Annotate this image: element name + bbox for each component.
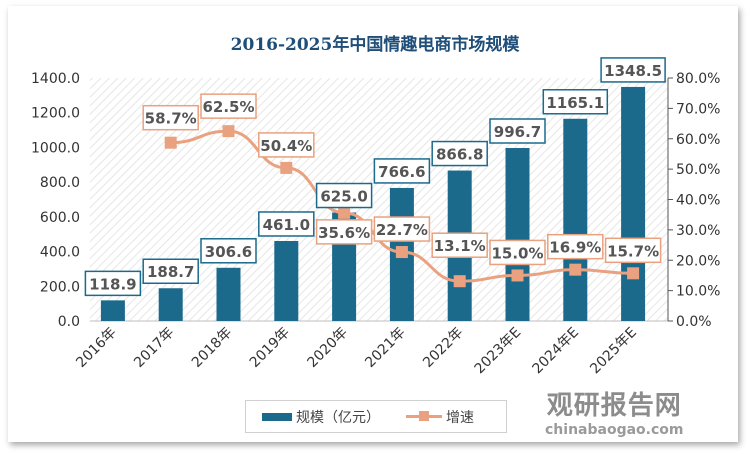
bar-value-label-box (600, 57, 666, 83)
growth-value-label-box (142, 104, 199, 131)
growth-marker (280, 161, 293, 174)
growth-value-label: 15.0% (491, 244, 543, 262)
right-axis-tick-label: 80.0% (676, 71, 720, 87)
legend-line-swatch (406, 411, 442, 421)
legend: 规模（亿元） 增速 (245, 400, 507, 433)
bar-value-label: 625.0 (320, 188, 367, 206)
bar-value-label-box (431, 140, 488, 167)
right-axis-tick-label: 40.0% (676, 193, 720, 209)
growth-marker (395, 246, 408, 259)
x-axis-tick-label: 2018年 (189, 325, 235, 371)
legend-line-label: 增速 (446, 409, 474, 426)
growth-value-label: 62.5% (202, 98, 254, 116)
growth-marker (569, 263, 582, 276)
bar-value-label: 306.6 (205, 243, 252, 261)
bar-value-label: 118.9 (89, 275, 136, 293)
legend-bar-label: 规模（亿元） (296, 409, 380, 426)
right-axis-tick-label: 60.0% (676, 132, 720, 148)
growth-marker (511, 269, 524, 282)
bar (621, 86, 646, 321)
bar (563, 118, 588, 321)
x-axis-tick-label: 2025年E (587, 325, 640, 378)
bar (274, 240, 299, 321)
growth-value-label: 50.4% (260, 137, 312, 155)
x-axis-tick-label: 2017年 (131, 325, 177, 371)
right-axis-tick-label: 50.0% (676, 162, 720, 178)
bar-value-label-box (84, 270, 142, 297)
right-axis-tick-label: 70.0% (676, 101, 720, 117)
bar-value-label: 1165.1 (546, 94, 604, 112)
legend-bar-swatch (262, 412, 292, 421)
right-axis-tick-label: 0.0% (676, 314, 712, 330)
right-axis-tick-label: 30.0% (676, 223, 720, 239)
bar-value-label-box (315, 182, 373, 209)
growth-value-label-box (489, 239, 546, 266)
growth-value-label-box (373, 216, 431, 242)
bar (216, 267, 241, 321)
bar (158, 288, 183, 321)
growth-value-label-box (315, 219, 373, 245)
growth-value-label-box (431, 232, 488, 258)
bar-value-label: 188.7 (147, 263, 194, 281)
growth-line (170, 129, 634, 283)
left-axis-tick-label: 600.0 (40, 210, 80, 226)
left-axis-tick-label: 200.0 (40, 279, 80, 295)
chart-title: 2016-2025年中国情趣电商市场规模 (230, 35, 520, 55)
x-axis-tick-label: 2022年 (420, 325, 466, 371)
bar-value-label-box (200, 238, 257, 264)
growth-value-label: 22.7% (376, 221, 428, 239)
growth-marker (222, 125, 235, 138)
growth-value-label-box (258, 132, 315, 158)
bar-value-label: 1348.5 (604, 62, 662, 80)
bar-value-label-box (489, 118, 546, 144)
x-axis-tick-label: 2020年 (305, 325, 351, 371)
left-axis-tick-label: 800.0 (40, 175, 80, 191)
bar-value-label: 461.0 (263, 216, 310, 234)
bar-value-label: 766.6 (378, 163, 425, 181)
bar-value-label-box (258, 211, 315, 237)
growth-marker (453, 275, 466, 288)
growth-marker (338, 206, 351, 219)
growth-value-label: 13.1% (434, 237, 486, 255)
watermark: 观研报告网 chinabaogao.com (545, 385, 683, 438)
bar-value-label-box (542, 89, 609, 115)
x-axis-tick-label: 2021年 (362, 325, 408, 371)
right-axis-tick-label: 10.0% (676, 284, 720, 300)
growth-marker (164, 136, 177, 149)
bar (505, 148, 530, 321)
x-axis-tick-label: 2024年E (529, 325, 582, 378)
growth-value-label-box (604, 237, 662, 264)
growth-value-label: 35.6% (318, 224, 370, 242)
left-axis-tick-label: 0.0 (58, 314, 80, 330)
growth-value-label-box (547, 233, 604, 260)
left-axis-tick-label: 400.0 (40, 245, 80, 261)
x-axis-tick-label: 2016年 (73, 325, 119, 371)
left-axis-tick-label: 1200.0 (31, 106, 80, 122)
bar-value-label-box (142, 258, 199, 284)
bar-value-label: 996.7 (494, 123, 541, 141)
left-axis-tick-label: 1400.0 (31, 71, 80, 87)
growth-marker (627, 267, 640, 280)
watermark-en: chinabaogao.com (545, 422, 684, 438)
bar (100, 300, 125, 321)
watermark-cn: 观研报告网 (546, 391, 682, 421)
x-axis-tick-label: 2023年E (472, 325, 525, 378)
growth-value-label: 16.9% (549, 239, 601, 257)
right-axis-tick-label: 20.0% (676, 253, 720, 269)
growth-value-label: 15.7% (607, 242, 659, 260)
x-axis-tick-label: 2019年 (247, 325, 293, 371)
left-axis-tick-label: 1000.0 (31, 140, 80, 156)
bar-value-label: 866.8 (436, 146, 483, 164)
bar-value-label-box (373, 158, 431, 184)
growth-value-label: 58.7% (145, 110, 197, 128)
growth-value-label-box (200, 93, 257, 119)
